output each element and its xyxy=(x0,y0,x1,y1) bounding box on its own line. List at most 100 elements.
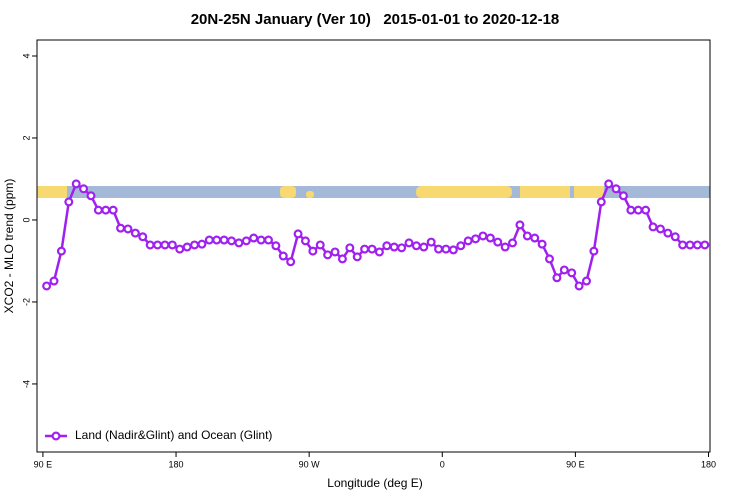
point xyxy=(79,184,89,194)
point xyxy=(685,240,695,250)
point xyxy=(286,257,296,267)
point xyxy=(256,235,266,245)
chart-title: 20N-25N January (Ver 10) 2015-01-01 to 2… xyxy=(191,11,560,28)
point xyxy=(42,281,52,291)
point xyxy=(508,238,518,248)
point xyxy=(227,236,237,246)
point xyxy=(426,237,436,247)
point xyxy=(367,244,377,254)
point xyxy=(485,233,495,243)
point xyxy=(633,205,643,215)
x-axis-label: Longitude (deg E) xyxy=(327,476,422,490)
legend: Land (Nadir&Glint) and Ocean (Glint) xyxy=(45,428,272,442)
point xyxy=(308,246,318,256)
land-patch xyxy=(37,186,67,198)
point xyxy=(278,251,288,261)
x-tick-label: 90 W xyxy=(299,459,321,469)
point xyxy=(648,222,658,232)
point xyxy=(441,244,451,254)
point xyxy=(478,231,488,241)
point xyxy=(545,254,555,264)
land-patch xyxy=(416,186,512,198)
legend-marker xyxy=(51,431,61,441)
x-tick-label: 180 xyxy=(169,459,184,469)
x-tick-label: 90 E xyxy=(566,459,585,469)
point xyxy=(360,244,370,254)
point xyxy=(300,236,310,246)
point xyxy=(567,268,577,278)
point xyxy=(116,223,126,233)
point xyxy=(411,241,421,251)
point xyxy=(515,220,525,230)
point xyxy=(56,246,66,256)
point xyxy=(641,205,651,215)
y-tick-label: 0 xyxy=(21,217,31,222)
point xyxy=(108,205,118,215)
point xyxy=(448,245,458,255)
point xyxy=(618,191,628,201)
land-patch xyxy=(306,191,314,198)
y-tick-label: 4 xyxy=(21,53,31,58)
land-patch xyxy=(520,186,570,198)
point xyxy=(130,228,140,238)
point xyxy=(626,205,636,215)
land-patch xyxy=(574,186,604,198)
point xyxy=(692,240,702,250)
point xyxy=(101,205,111,215)
point xyxy=(374,247,384,257)
point xyxy=(249,233,259,243)
point xyxy=(212,235,222,245)
point xyxy=(589,246,599,256)
point xyxy=(234,238,244,248)
point xyxy=(581,276,591,286)
point xyxy=(175,244,185,254)
point xyxy=(64,197,74,207)
point xyxy=(123,224,133,234)
point xyxy=(204,235,214,245)
point xyxy=(389,242,399,252)
point xyxy=(182,242,192,252)
point xyxy=(559,265,569,275)
point xyxy=(315,240,325,250)
point xyxy=(138,232,148,242)
x-tick-label: 90 E xyxy=(34,459,53,469)
point xyxy=(263,235,273,245)
point xyxy=(530,233,540,243)
point xyxy=(397,243,407,253)
point xyxy=(419,242,429,252)
point xyxy=(700,240,710,250)
point xyxy=(167,240,177,250)
point xyxy=(145,240,155,250)
point xyxy=(271,241,281,251)
point xyxy=(293,229,303,239)
point xyxy=(596,197,606,207)
point xyxy=(337,254,347,264)
point xyxy=(219,235,229,245)
point xyxy=(574,281,584,291)
point xyxy=(241,236,251,246)
point xyxy=(537,239,547,249)
point xyxy=(404,238,414,248)
point xyxy=(655,224,665,234)
x-tick-label: 0 xyxy=(440,459,445,469)
point xyxy=(678,240,688,250)
point xyxy=(71,179,81,189)
point xyxy=(330,247,340,257)
point xyxy=(493,237,503,247)
point xyxy=(86,191,96,201)
map-strip xyxy=(37,186,710,198)
point xyxy=(93,205,103,215)
point xyxy=(197,239,207,249)
point xyxy=(471,234,481,244)
y-tick-label: 2 xyxy=(21,135,31,140)
y-axis-label: XCO2 - MLO trend (ppm) xyxy=(2,179,16,314)
point xyxy=(153,240,163,250)
point xyxy=(611,184,621,194)
point xyxy=(552,273,562,283)
point xyxy=(323,250,333,260)
point xyxy=(352,252,362,262)
point xyxy=(463,236,473,246)
point xyxy=(434,244,444,254)
